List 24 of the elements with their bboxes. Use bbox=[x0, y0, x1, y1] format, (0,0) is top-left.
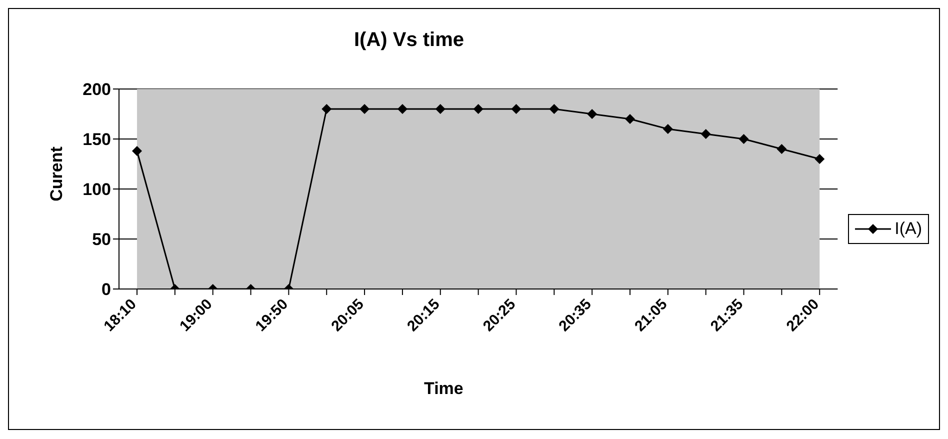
point bbox=[662, 124, 673, 134]
x-axis-title: Time bbox=[424, 379, 464, 399]
point bbox=[700, 129, 711, 139]
point bbox=[549, 104, 560, 114]
chart-title: I(A) Vs time bbox=[352, 29, 466, 52]
y-tick-label: 50 bbox=[92, 230, 111, 250]
y-axis-title: Curent bbox=[47, 146, 67, 204]
y-tick-label: 150 bbox=[82, 130, 111, 150]
point bbox=[814, 154, 825, 164]
point bbox=[435, 104, 446, 114]
point bbox=[397, 104, 408, 114]
point bbox=[587, 109, 598, 119]
point bbox=[624, 114, 635, 124]
point bbox=[322, 104, 332, 114]
point bbox=[738, 134, 749, 144]
legend-label: I(A) bbox=[894, 219, 922, 239]
point bbox=[360, 104, 370, 114]
y-tick-label: 0 bbox=[102, 280, 111, 300]
point bbox=[776, 144, 787, 154]
point bbox=[132, 146, 142, 156]
point bbox=[473, 104, 484, 114]
y-tick-label: 200 bbox=[82, 80, 111, 100]
y-tick-label: 100 bbox=[82, 180, 111, 200]
point bbox=[511, 104, 522, 114]
